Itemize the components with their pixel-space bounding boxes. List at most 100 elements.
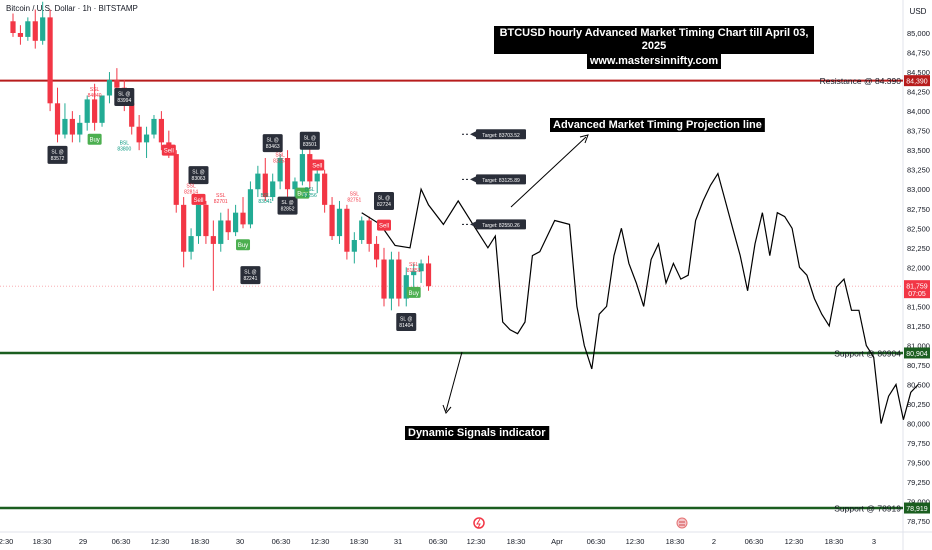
x-tick-label: 18:30 — [825, 537, 844, 546]
x-tick-label: 12:30 — [311, 537, 330, 546]
buy-label: Buy — [409, 291, 419, 297]
sell-label-box — [310, 159, 325, 171]
candle-body — [255, 173, 261, 190]
sl-label-box — [188, 166, 209, 185]
candle-body — [381, 259, 387, 299]
candle-body — [32, 21, 38, 41]
candle-body — [329, 204, 335, 237]
candle-body — [136, 126, 142, 143]
bsl-label-value: 83256 — [303, 193, 317, 199]
x-tick-label: 18:30 — [507, 537, 526, 546]
sell-label-box — [191, 193, 206, 205]
chart-title-line2: www.mastersinnifty.com — [586, 54, 722, 69]
support1-tag: 80,904 — [906, 351, 928, 358]
candle-body — [403, 275, 409, 299]
candle-body — [344, 208, 350, 252]
resistance-tag-bg — [904, 75, 930, 87]
x-tick-label: Apr — [551, 537, 563, 546]
bsl-label-title: BSL — [120, 141, 130, 147]
sl-label-title: SL @ — [378, 195, 390, 201]
resistance-label: Resistance @ 84.390 — [820, 76, 902, 86]
projection-line — [361, 172, 919, 424]
signals-annotation-bg — [405, 426, 550, 440]
candle-body — [195, 204, 202, 237]
y-tick-label: 82,500 — [907, 224, 930, 233]
chart-title-line1: BTCUSD hourly Advanced Market Timing Cha… — [494, 26, 814, 54]
buy-label-box — [295, 187, 310, 199]
y-tick-label: 82,000 — [907, 263, 930, 272]
candle-body — [77, 122, 83, 135]
candle-body — [277, 157, 283, 182]
sl-label-title: SL @ — [266, 138, 278, 144]
signals-arrow-line — [445, 351, 463, 412]
sl-label-title: SL @ — [192, 170, 204, 176]
buy-label-box — [87, 133, 102, 145]
x-tick-label: 18:30 — [191, 537, 210, 546]
buy-label: Buy — [89, 138, 99, 144]
candle-body — [396, 259, 402, 299]
candle-body — [270, 181, 276, 198]
x-tick-label: 18:30 — [350, 537, 369, 546]
candle-body — [129, 103, 135, 127]
y-tick-label: 84,500 — [907, 68, 930, 77]
candle-body — [203, 204, 209, 237]
projection-annotation-bg — [550, 118, 765, 132]
y-tick-label: 85,000 — [907, 29, 930, 38]
support1-label: Support @ 80904 — [834, 348, 901, 358]
projection-arrow-line — [510, 136, 587, 208]
candle-body — [284, 157, 291, 190]
sl-label-title: SL @ — [281, 200, 293, 206]
x-tick-label: 06:30 — [745, 537, 764, 546]
candle-body — [299, 154, 305, 182]
target-pointer — [470, 221, 476, 228]
candle-body — [54, 103, 61, 135]
y-tick-label: 81,250 — [907, 322, 930, 331]
y-tick-label: 79,250 — [907, 478, 930, 487]
ssl-label-value: 82701 — [214, 199, 228, 205]
signals-arrow-head — [442, 404, 452, 414]
candle-body — [322, 173, 328, 205]
y-tick-label: 78,750 — [907, 517, 930, 526]
target-box — [476, 129, 526, 140]
target-box — [476, 174, 526, 185]
chart-title: BTCUSD hourly Advanced Market Timing Cha… — [494, 26, 814, 69]
sell-label-box — [161, 144, 176, 156]
y-tick-label: 81,000 — [907, 341, 930, 350]
sl-label-box — [114, 88, 135, 107]
x-tick-label: 18:30 — [33, 537, 52, 546]
sl-label-title: SL @ — [244, 270, 256, 276]
candle-body — [173, 154, 179, 205]
sl-label-box — [277, 196, 298, 215]
bsl-label-value: 83800 — [117, 147, 131, 153]
target-box — [476, 219, 526, 230]
y-tick-label: 82,250 — [907, 244, 930, 253]
candle-body — [158, 118, 164, 143]
candle-body — [366, 220, 372, 244]
y-tick-label: 84,000 — [907, 107, 930, 116]
support1-tag-bg — [904, 347, 930, 359]
candle-body — [418, 263, 424, 272]
y-tick-label: 80,750 — [907, 361, 930, 370]
candle-body — [336, 208, 343, 237]
candle-body — [262, 173, 268, 198]
event-flag-icon — [676, 517, 688, 529]
candle-body — [181, 204, 187, 252]
buy-label: Buy — [297, 192, 307, 198]
current-countdown: 07:05 — [908, 291, 926, 298]
sl-label-title: SL @ — [118, 92, 130, 98]
sl-label-title: SL @ — [400, 317, 412, 323]
ssl-label-title: SSL — [409, 262, 419, 268]
sl-label-value: 81404 — [399, 323, 413, 329]
sell-label-box — [377, 219, 391, 231]
x-tick-label: 31 — [394, 537, 402, 546]
x-tick-label: 12:30 — [785, 537, 804, 546]
sell-label: Sell — [193, 198, 203, 204]
target-pointer — [470, 131, 476, 138]
ssl-label-value: 82751 — [347, 197, 361, 203]
sl-label-box — [47, 145, 68, 164]
candle-body — [84, 99, 90, 123]
support2-label: Support @ 78919 — [834, 504, 901, 514]
current-price: 81,759 — [906, 284, 928, 291]
candle-body — [240, 212, 246, 225]
